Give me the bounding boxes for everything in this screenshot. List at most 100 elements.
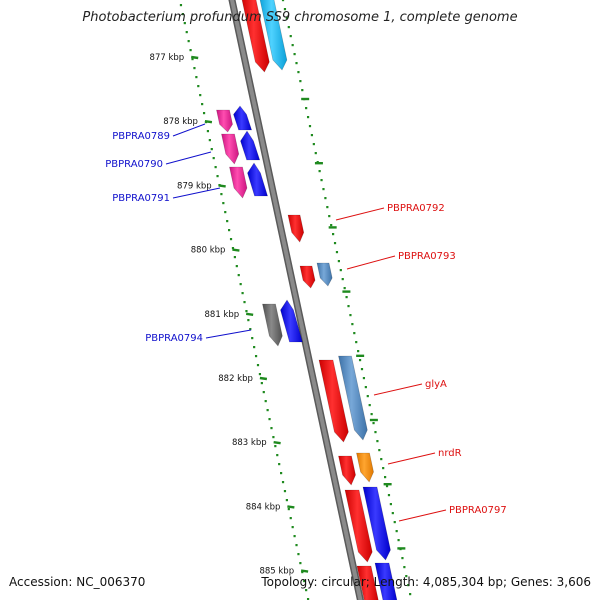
tick-dot (181, 13, 184, 16)
tick-dot (291, 526, 294, 529)
gene-leader-line (335, 207, 385, 221)
gene-feature-pbpra0794-blue[interactable] (280, 299, 303, 343)
tick-dot (297, 71, 300, 74)
tick-dot (368, 404, 371, 407)
gene-feature-pbpra0792[interactable] (287, 214, 305, 243)
tick-dot (387, 494, 391, 497)
tick-label: 881 kbp (205, 310, 240, 320)
gene-label-glya[interactable]: glyA (425, 379, 447, 390)
tick-dot (208, 139, 211, 142)
tick-dot (247, 319, 250, 322)
tick-dot (403, 566, 406, 569)
gene-label-pbpra0790[interactable]: PBPRA0790 (105, 159, 163, 170)
tick-dot (389, 503, 392, 506)
gene-feature-upstream-red[interactable] (241, 0, 270, 73)
tick-dot (330, 224, 333, 227)
gene-feature-pbpra0791-pink[interactable] (229, 166, 248, 199)
gene-feature-pbpra0797-blue[interactable] (362, 486, 391, 561)
tick-label: 880 kbp (191, 246, 226, 256)
gene-feature-pbpra0793-red[interactable] (299, 265, 316, 289)
major-tick-left (300, 569, 309, 573)
gene-feature-pbpra0789-pink[interactable] (216, 109, 233, 133)
tick-dot (235, 265, 238, 268)
tick-dot (289, 35, 292, 38)
major-tick-left (259, 376, 268, 381)
gene-feature-pbpra0790-blue[interactable] (240, 130, 261, 161)
tick-dot (328, 215, 331, 218)
tick-dot (378, 449, 381, 452)
tick-dot (253, 346, 256, 349)
gene-feature-pbpra0791-blue[interactable] (247, 162, 268, 197)
gene-feature-pbpra0797-red[interactable] (344, 489, 373, 563)
gene-label-pbpra0791[interactable]: PBPRA0791 (112, 193, 170, 204)
gene-label-nrdr[interactable]: nrdR (438, 448, 462, 459)
tick-dot (339, 269, 342, 272)
tick-dot (187, 40, 190, 43)
tick-dot (222, 202, 225, 205)
tick-dot (262, 391, 265, 394)
major-tick-left (273, 441, 281, 445)
tick-label: 882 kbp (218, 374, 253, 384)
tick-dot (258, 373, 262, 376)
tick-dot (245, 310, 248, 313)
gene-feature-glya-steel[interactable] (338, 355, 368, 441)
tick-dot (228, 229, 231, 232)
tick-dot (385, 485, 389, 488)
tick-dot (183, 22, 186, 25)
tick-dot (347, 305, 350, 308)
tick-dot (332, 233, 335, 236)
tick-dot (395, 530, 398, 533)
tick-label: 884 kbp (246, 502, 281, 512)
tick-dot (202, 112, 206, 115)
gene-feature-glya-red[interactable] (318, 359, 349, 443)
tick-dot (256, 364, 260, 367)
tick-dot (295, 62, 298, 65)
tick-dot (362, 377, 366, 380)
gene-leader-line (346, 255, 396, 270)
gene-leader-line (373, 383, 423, 396)
tick-dot (224, 211, 227, 214)
feature-layer (216, 0, 398, 600)
gene-feature-downstream-red[interactable] (356, 565, 379, 600)
gene-label-pbpra0789[interactable]: PBPRA0789 (112, 131, 170, 142)
tick-dot (249, 328, 252, 331)
tick-dot (216, 175, 219, 178)
tick-dot (397, 539, 400, 542)
tick-dot (197, 85, 200, 88)
tick-dot (370, 413, 373, 416)
tick-dot (343, 287, 346, 290)
tick-dot (199, 94, 202, 97)
tick-dot (285, 17, 288, 20)
tick-dot (351, 323, 354, 326)
tick-dot (254, 355, 258, 358)
gene-leader-line (172, 123, 206, 137)
gene-feature-upstream-cyan[interactable] (259, 0, 288, 71)
gene-feature-pbpra0793-steel[interactable] (316, 262, 333, 287)
tick-dot (241, 292, 244, 295)
tick-dot (409, 593, 412, 596)
tick-label: 878 kbp (163, 117, 198, 127)
major-tick-left (218, 184, 226, 188)
gene-label-pbpra0794[interactable]: PBPRA0794 (145, 333, 203, 344)
tick-dot (264, 400, 267, 403)
gene-leader-line (398, 509, 447, 522)
tick-dot (280, 472, 283, 475)
gene-feature-pbpra0789-blue[interactable] (233, 105, 253, 131)
gene-feature-downstream-blue[interactable] (374, 562, 398, 600)
tick-dot (270, 427, 273, 430)
gene-label-pbpra0797[interactable]: PBPRA0797 (449, 505, 507, 516)
tick-layer: 877 kbp 878 kbp 879 kbp 880 kbp 881 kbp 882 k… (150, 0, 412, 600)
gene-feature-nrdr-red[interactable] (338, 455, 356, 486)
tick-dot (293, 535, 296, 538)
tick-dot (206, 130, 210, 133)
accession-text: Accession: NC_006370 (9, 575, 146, 589)
gene-label-pbpra0793[interactable]: PBPRA0793 (398, 251, 456, 262)
tick-label: 877 kbp (150, 53, 185, 63)
tick-dot (314, 152, 317, 155)
gene-label-pbpra0792[interactable]: PBPRA0792 (387, 203, 445, 214)
tick-dot (233, 256, 236, 259)
gene-feature-nrdr-orange[interactable] (356, 452, 374, 483)
tick-dot (374, 431, 377, 434)
gene-feature-pbpra0790-pink[interactable] (221, 133, 240, 165)
gene-feature-pbpra0794-grey[interactable] (262, 303, 283, 347)
